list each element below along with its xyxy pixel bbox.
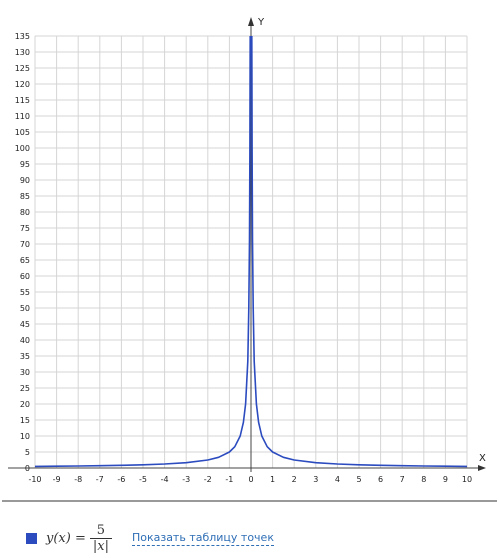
formula-fraction: 5 |x| xyxy=(89,522,112,554)
x-tick-label: -8 xyxy=(74,475,82,484)
y-tick-label: 70 xyxy=(20,240,30,249)
y-tick-label: 0 xyxy=(25,464,30,473)
x-tick-label: 5 xyxy=(356,475,361,484)
y-tick-label: 110 xyxy=(15,112,30,121)
y-tick-label: 125 xyxy=(15,64,30,73)
y-tick-label: 50 xyxy=(20,304,30,313)
y-tick-label: 55 xyxy=(20,288,30,297)
x-axis-arrow xyxy=(478,465,486,471)
y-axis-label: Y xyxy=(257,17,265,28)
y-tick-label: 40 xyxy=(20,336,30,345)
x-tick-label: -2 xyxy=(204,475,212,484)
x-tick-label: 8 xyxy=(421,475,426,484)
y-tick-label: 30 xyxy=(20,368,30,377)
y-tick-label: 90 xyxy=(20,176,30,185)
x-tick-label: -7 xyxy=(96,475,104,484)
legend-formula: y(x) = 5 |x| xyxy=(46,523,112,554)
y-tick-label: 120 xyxy=(15,80,30,89)
formula-lhs: y(x) = xyxy=(46,530,86,546)
y-tick-label: 20 xyxy=(20,400,30,409)
y-tick-label: 130 xyxy=(15,48,30,57)
y-tick-label: 85 xyxy=(20,192,30,201)
x-tick-label: -10 xyxy=(28,475,41,484)
formula-denominator: |x| xyxy=(89,537,112,554)
y-tick-label: 135 xyxy=(15,32,30,41)
legend-swatch[interactable] xyxy=(26,532,37,544)
x-tick-label: 2 xyxy=(292,475,297,484)
x-axis-label: X xyxy=(479,453,486,464)
x-tick-label: 7 xyxy=(400,475,405,484)
curve-left-branch xyxy=(34,35,251,468)
y-tick-label: 15 xyxy=(20,416,30,425)
plot-area xyxy=(34,35,468,468)
x-tick-label: 0 xyxy=(248,475,253,484)
y-tick-label: 105 xyxy=(15,128,30,137)
y-tick-label: 100 xyxy=(15,144,30,153)
y-tick-label: 80 xyxy=(20,208,30,217)
curve-right-branch xyxy=(251,35,468,468)
x-tick-label: 3 xyxy=(313,475,318,484)
x-tick-label: -4 xyxy=(161,475,169,484)
x-tick-label: -3 xyxy=(182,475,190,484)
y-tick-label: 115 xyxy=(15,96,30,105)
y-tick-label: 45 xyxy=(20,320,30,329)
x-tick-label: 9 xyxy=(443,475,448,484)
x-tick-label: -1 xyxy=(225,475,233,484)
function-plot: XY -10 -9 -8 -7 -6 -5 -4 -3 -2 -1 0 1 2 3 4 5 6 7 8 9 100510… xyxy=(2,17,497,502)
show-points-table-link[interactable]: Показать таблицу точек xyxy=(131,530,274,546)
y-tick-label: 25 xyxy=(20,384,30,393)
y-tick-label: 35 xyxy=(20,352,30,361)
x-tick-label: 6 xyxy=(378,475,383,484)
y-tick-label: 10 xyxy=(20,432,30,441)
formula-numerator: 5 xyxy=(96,522,106,538)
axes: XY xyxy=(2,17,497,502)
x-tick-label: -5 xyxy=(139,475,147,484)
x-tick-label: -6 xyxy=(117,475,125,484)
x-tick-label: 1 xyxy=(270,475,275,484)
tick-labels: -10 -9 -8 -7 -6 -5 -4 -3 -2 -1 0 1 2 3 4 5 6 7 8 9 100510152… xyxy=(15,32,472,484)
y-axis-arrow xyxy=(248,17,254,26)
y-tick-label: 60 xyxy=(20,272,30,281)
legend: y(x) = 5 |x| Показать таблицу точек xyxy=(26,520,274,556)
y-tick-label: 5 xyxy=(25,448,30,457)
x-tick-label: -9 xyxy=(53,475,61,484)
y-tick-label: 75 xyxy=(20,224,30,233)
y-tick-label: 65 xyxy=(20,256,30,265)
x-tick-label: 4 xyxy=(335,475,340,484)
y-tick-label: 95 xyxy=(20,160,30,169)
x-tick-label: 10 xyxy=(462,475,472,484)
